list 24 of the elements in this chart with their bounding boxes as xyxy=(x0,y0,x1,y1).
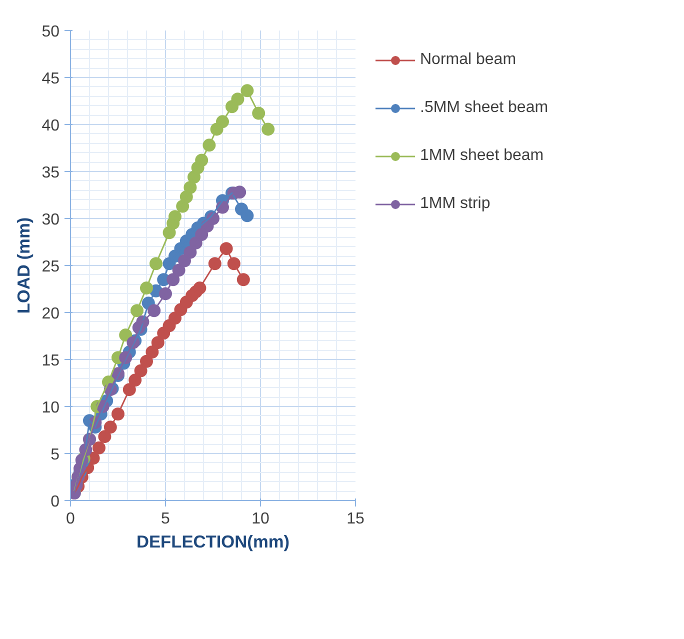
point xyxy=(240,209,254,222)
x-axis-title: DEFLECTION(mm) xyxy=(136,532,290,552)
legend-label: 1MM strip xyxy=(420,195,490,213)
legend-label: .5MM sheet beam xyxy=(420,99,548,117)
y-tick-label: 45 xyxy=(42,70,60,88)
y-tick-label: 30 xyxy=(42,212,60,228)
y-tick-label: 40 xyxy=(42,118,60,134)
y-tick-label: 35 xyxy=(42,164,60,182)
x-tick-label: 0 xyxy=(66,510,76,528)
y-tick-label: 20 xyxy=(42,306,60,322)
x-tick-label: 15 xyxy=(346,510,364,528)
y-tick-label: 10 xyxy=(42,400,60,416)
x-tick-label: 10 xyxy=(252,510,270,528)
point xyxy=(262,122,275,136)
point xyxy=(236,273,250,286)
y-axis-title: LOAD (mm) xyxy=(14,217,34,314)
y-tick-label: 5 xyxy=(50,446,60,464)
y-tick-label: 50 xyxy=(42,24,60,40)
y-tick-label: 0 xyxy=(50,494,60,510)
legend-label: 1MM sheet beam xyxy=(420,147,544,165)
y-tick-label: 15 xyxy=(42,352,60,370)
x-tick-label: 5 xyxy=(161,510,170,528)
legend-label: Normal beam xyxy=(420,51,516,69)
y-tick-label: 25 xyxy=(42,258,60,276)
